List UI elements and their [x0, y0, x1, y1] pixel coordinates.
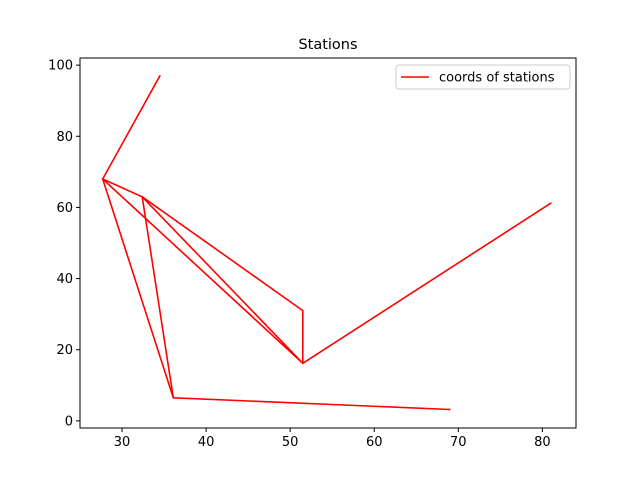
- y-tick-label: 60: [56, 201, 73, 216]
- plot-frame: [79, 57, 577, 429]
- x-tick-label: 50: [282, 435, 299, 450]
- axis-layer: 30 40 50 60 70 80 0 20 40 60 80 100: [48, 59, 550, 450]
- y-tick-label: 20: [56, 343, 73, 358]
- series-layer: [101, 75, 552, 411]
- data-point: [302, 362, 304, 365]
- plot-area: [80, 58, 576, 428]
- data-point: [101, 178, 104, 180]
- legend-box: [395, 64, 571, 90]
- x-tick-label: 60: [366, 435, 383, 450]
- legend: coords of stations: [395, 64, 571, 90]
- x-tick-label: 30: [114, 435, 131, 450]
- y-tick-label: 0: [65, 414, 73, 429]
- data-point: [159, 75, 161, 77]
- data-point: [172, 397, 175, 399]
- y-tick-label: 40: [56, 272, 73, 287]
- data-point: [550, 202, 552, 204]
- x-tick-label: 70: [450, 435, 467, 450]
- legend-label: coords of stations: [439, 71, 555, 86]
- chart-title: Stations: [298, 37, 357, 53]
- y-tick-label: 80: [56, 130, 73, 145]
- series-line-0: [101, 75, 552, 411]
- data-point: [302, 309, 304, 312]
- x-tick-label: 80: [534, 435, 551, 450]
- data-point: [449, 408, 451, 411]
- x-tick-label: 40: [198, 435, 215, 450]
- data-point: [141, 196, 143, 198]
- y-tick-label: 100: [48, 59, 73, 74]
